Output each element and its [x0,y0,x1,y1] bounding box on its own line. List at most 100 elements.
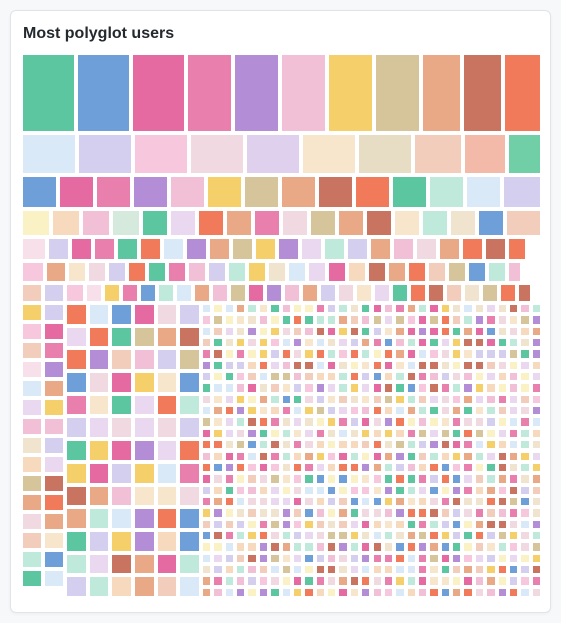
treemap-cell [360,348,371,359]
treemap-cell [497,473,508,484]
treemap-cell [156,371,179,394]
treemap-cell [258,451,269,462]
treemap-cell [212,530,223,541]
treemap-cell [47,237,70,261]
treemap-cell [497,496,508,507]
treemap-cell [393,209,421,237]
treemap-cell [394,496,405,507]
treemap-cell [247,283,265,303]
treemap-cell [462,575,473,586]
treemap-cell [428,564,439,575]
treemap-cell [417,530,428,541]
treemap-cell [531,485,542,496]
treemap-cell [531,382,542,393]
treemap-cell [269,360,280,371]
treemap-cell [212,303,223,314]
treemap-cell [315,360,326,371]
treemap-cell [417,337,428,348]
treemap-cell [212,314,223,325]
treemap-cell [372,303,383,314]
treemap-cell [269,575,280,586]
treemap-cell [133,530,156,553]
treemap-cell [451,394,462,405]
treemap-cell [315,303,326,314]
treemap-cell [508,575,519,586]
treemap-cell [303,496,314,507]
treemap-cell [337,371,348,382]
treemap-cell [428,416,439,427]
treemap-cell [531,462,542,473]
treemap-cell [224,541,235,552]
treemap-cell [349,541,360,552]
treemap-cell [451,496,462,507]
treemap-cell [417,451,428,462]
treemap-cell [133,507,156,530]
treemap-cell [337,553,348,564]
treemap-cell [360,303,371,314]
treemap-cell [508,428,519,439]
treemap-cell [303,519,314,530]
treemap-cell [497,303,508,314]
treemap-cell [258,541,269,552]
treemap-cell [269,541,280,552]
treemap-cell [21,569,43,588]
treemap-cell [374,53,421,133]
treemap-cell [499,283,517,303]
treemap-cell [474,462,485,473]
treemap-cell [258,507,269,518]
treemap-cell [372,519,383,530]
treemap-cell [269,451,280,462]
treemap-cell [417,303,428,314]
treemap-cell [169,175,206,209]
treemap-cell [281,394,292,405]
treemap-cell [497,575,508,586]
treemap-cell [292,530,303,541]
treemap-cell [451,371,462,382]
treemap-cell [360,519,371,530]
treemap-cell [21,53,76,133]
treemap-cell [531,428,542,439]
treemap-cell [392,237,415,261]
treemap-cell [281,530,292,541]
treemap-cell [508,553,519,564]
treemap-cell [258,553,269,564]
treemap-cell [326,428,337,439]
treemap-cell [349,405,360,416]
treemap-cell [440,496,451,507]
treemap-cell [258,496,269,507]
treemap-cell [88,553,111,576]
treemap-cell [519,314,530,325]
treemap-cell [156,485,179,508]
treemap-cell [224,462,235,473]
treemap-cell [451,530,462,541]
treemap-cell [258,439,269,450]
treemap-cell [178,326,201,349]
treemap-cell [201,371,212,382]
treemap-cell [21,474,43,493]
treemap-cell [349,326,360,337]
treemap-cell [269,553,280,564]
treemap-cell [360,541,371,552]
treemap-cell [224,405,235,416]
treemap-cell [88,530,111,553]
treemap-cell [440,541,451,552]
treemap-cell [440,519,451,530]
treemap-cell [121,283,139,303]
treemap-cell [224,439,235,450]
treemap-cell [519,575,530,586]
treemap-cell [519,439,530,450]
treemap-cell [507,261,522,283]
treemap-cell [417,394,428,405]
treemap-cell [21,531,43,550]
treemap-cell [474,541,485,552]
treemap-cell [201,303,212,314]
treemap-cell [519,337,530,348]
treemap-cell [156,507,179,530]
treemap-cell [503,53,542,133]
treemap-cell [65,303,88,326]
treemap-cell [201,496,212,507]
treemap-cell [451,462,462,473]
treemap-cell [360,405,371,416]
treemap-cell [315,394,326,405]
treemap-cell [394,348,405,359]
